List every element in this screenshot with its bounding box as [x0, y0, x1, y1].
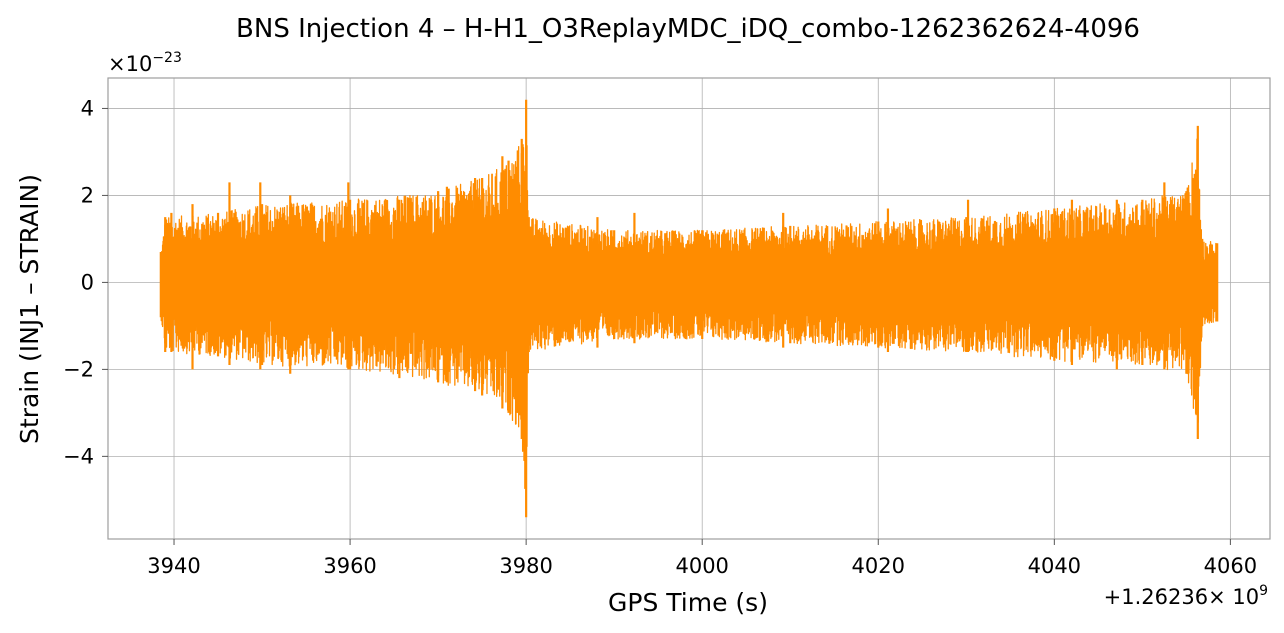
y-offset-exp: −23 — [152, 50, 182, 66]
x-tick-label: 3980 — [499, 554, 552, 578]
y-tick-label: −4 — [63, 444, 94, 468]
x-tick-label: 4040 — [1028, 554, 1081, 578]
x-tick-label: 4060 — [1204, 554, 1257, 578]
y-axis-ticks: 4 2 0 −2 −4 — [63, 96, 108, 468]
y-tick-label: 0 — [81, 270, 94, 294]
x-tick-label: 3960 — [323, 554, 376, 578]
plot-frame — [107, 77, 1271, 540]
x-tick-label: 4000 — [675, 554, 728, 578]
x-offset-label: +1.26236× 109 — [1104, 583, 1268, 609]
y-offset-base: ×10 — [108, 52, 152, 76]
x-offset-exp-base: × 10 — [1208, 585, 1259, 609]
x-axis-ticks: 3940 3960 3980 4000 4020 4040 4060 — [147, 539, 1257, 578]
y-tick-label: −2 — [63, 357, 94, 381]
svg-text:×10−23: ×10−23 — [108, 50, 182, 76]
x-axis-label: GPS Time (s) — [608, 588, 768, 617]
x-offset-exp: 9 — [1259, 583, 1268, 599]
svg-text:+1.26236× 109: +1.26236× 109 — [1104, 583, 1268, 609]
y-tick-label: 4 — [81, 96, 94, 120]
chart-title: BNS Injection 4 – H-H1_O3ReplayMDC_iDQ_c… — [236, 14, 1140, 44]
x-offset-value: +1.26236 — [1104, 585, 1208, 609]
strain-series — [159, 99, 1219, 518]
x-tick-label: 4020 — [852, 554, 905, 578]
x-tick-label: 3940 — [147, 554, 200, 578]
strain-trace — [160, 126, 1218, 490]
y-offset-label: ×10−23 — [108, 50, 182, 76]
y-axis-label: Strain (INJ1 – STRAIN) — [15, 174, 44, 444]
y-tick-label: 2 — [81, 183, 94, 207]
